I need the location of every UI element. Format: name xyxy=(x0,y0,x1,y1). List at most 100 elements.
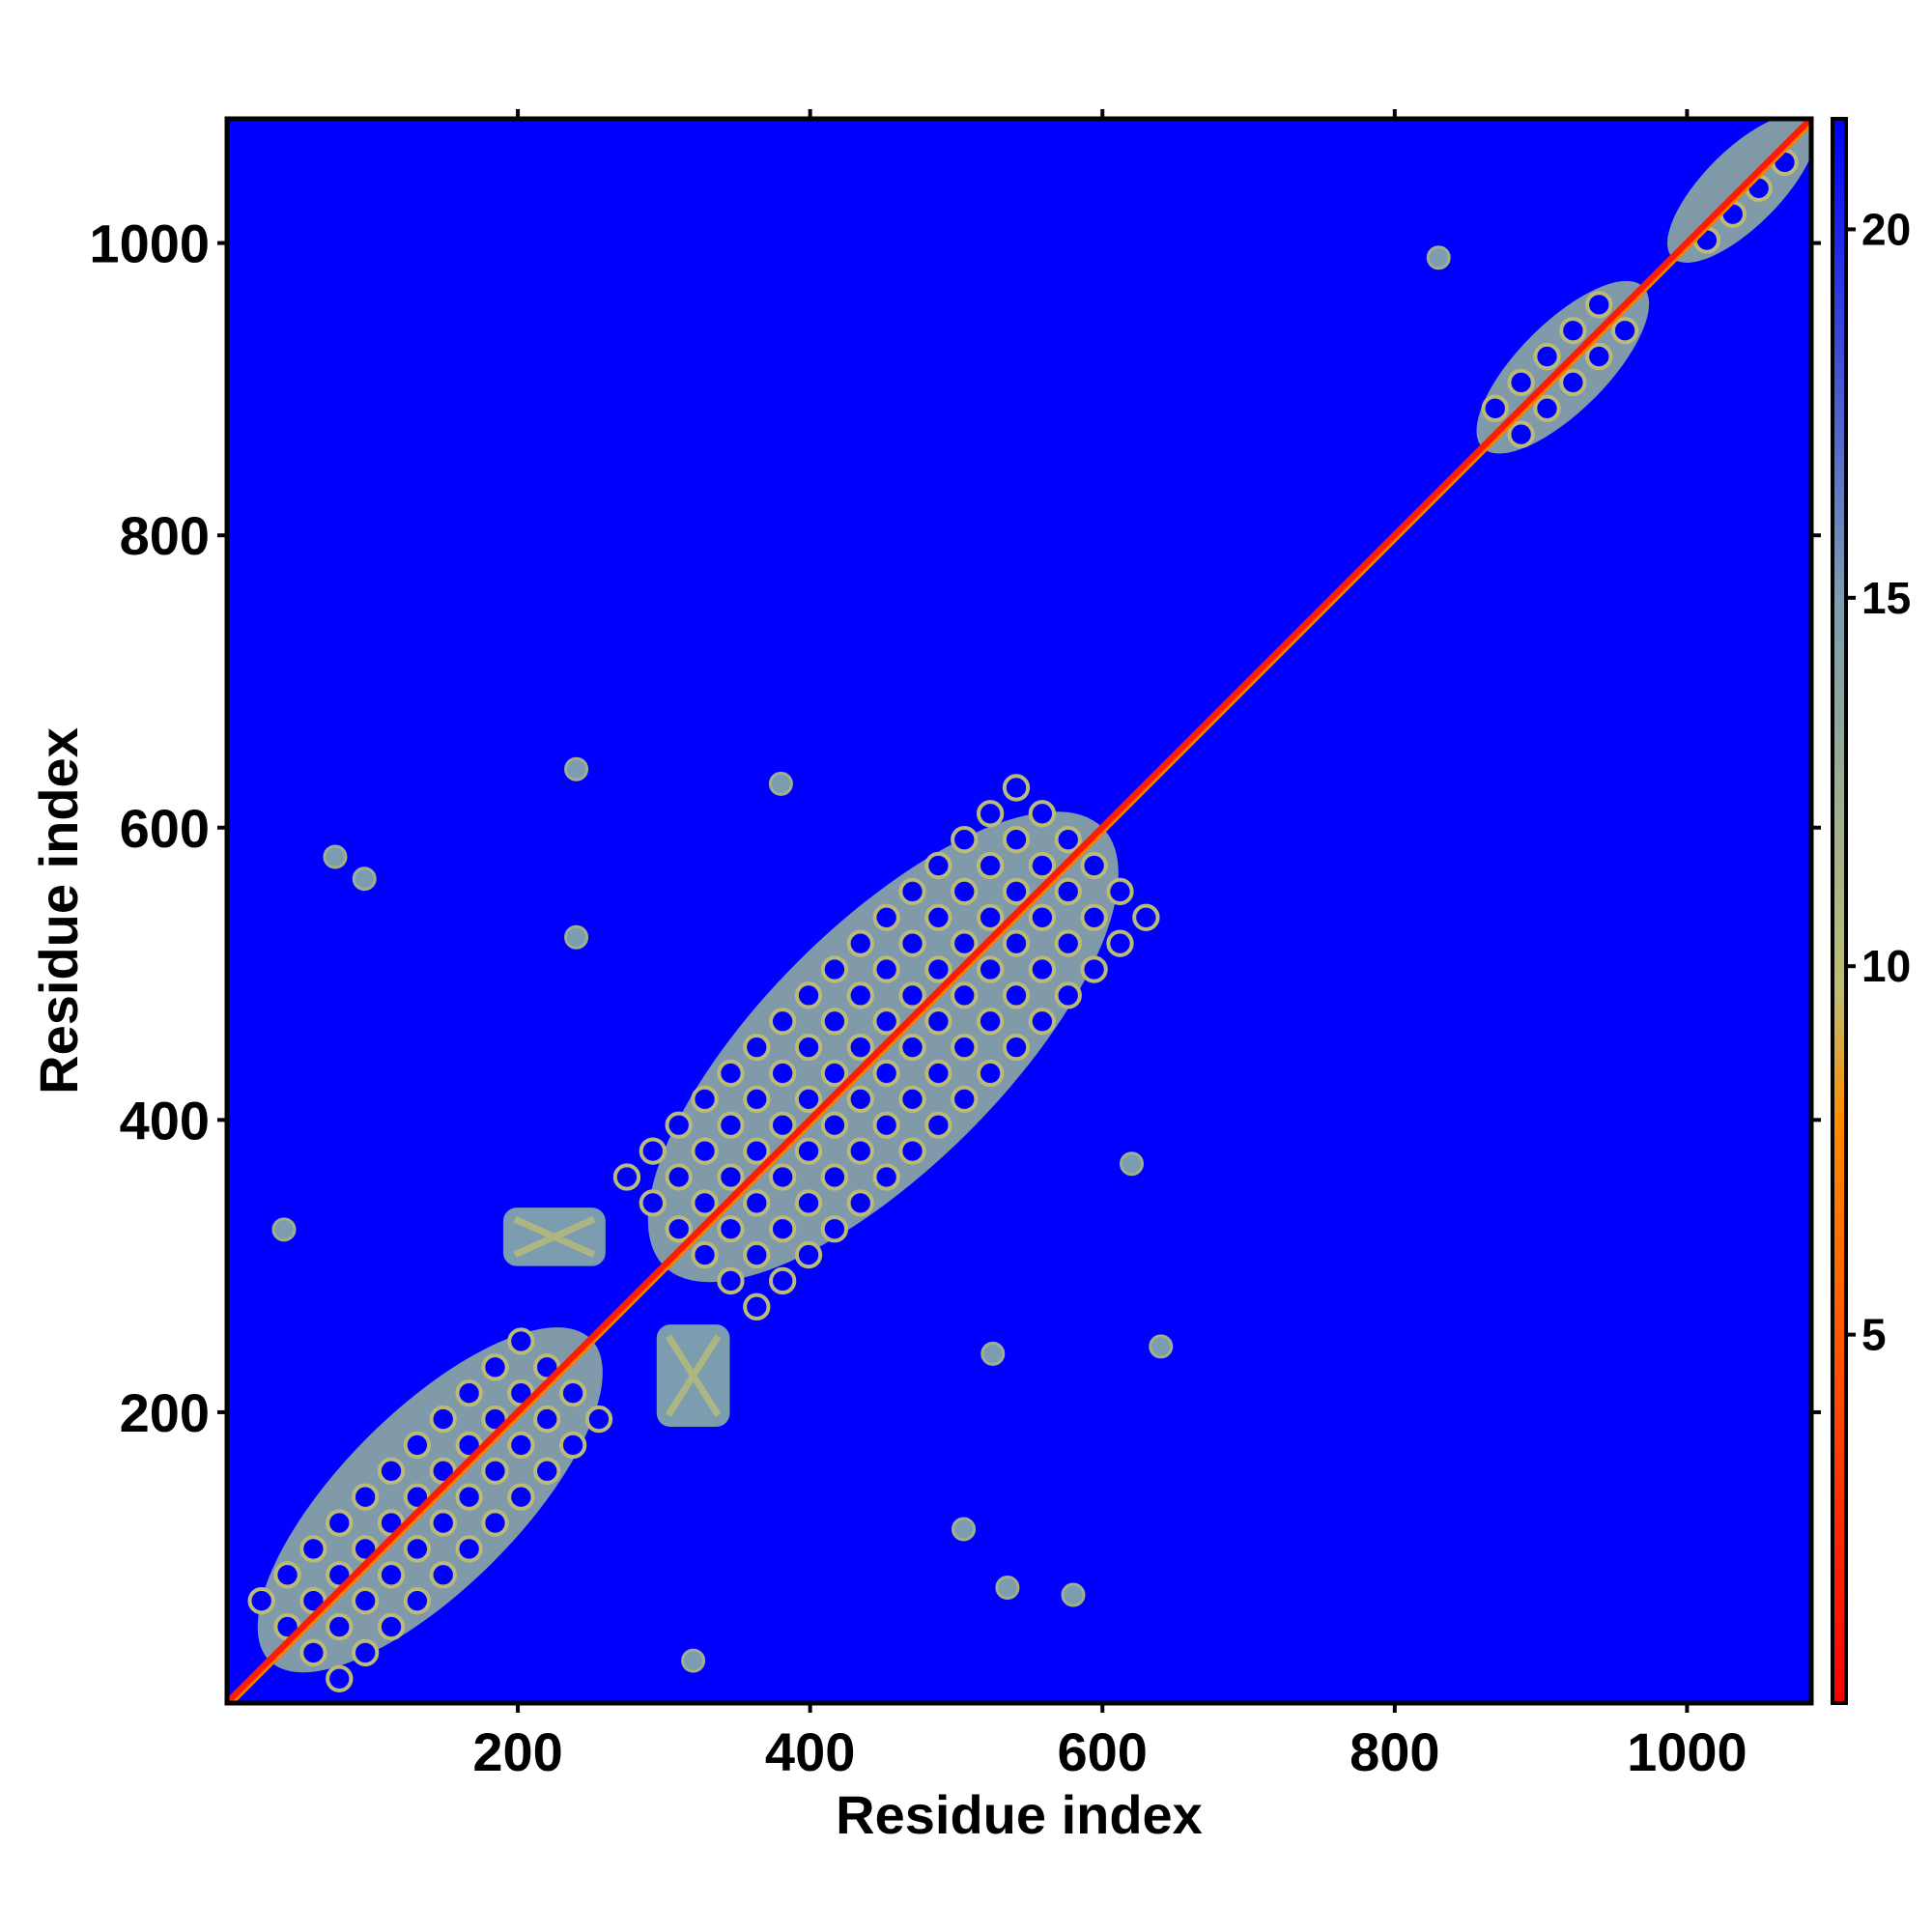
contact-cell xyxy=(1507,368,1535,397)
contact-cell xyxy=(691,1137,719,1165)
contact-cell xyxy=(1002,877,1031,906)
y-tick-label: 400 xyxy=(120,1090,210,1151)
contact-cell xyxy=(639,1189,667,1217)
y-axis: 200 400 600 800 1000 xyxy=(89,213,1821,1443)
contact-cell xyxy=(846,1033,874,1062)
contact-cell xyxy=(1080,903,1108,931)
contact-spot xyxy=(1149,1334,1174,1359)
contact-cell xyxy=(924,1008,952,1036)
contact-cell xyxy=(794,981,823,1009)
contact-cell xyxy=(976,851,1005,880)
contact-cell xyxy=(976,800,1005,828)
contact-block xyxy=(656,1324,730,1428)
plot-area xyxy=(227,119,1811,1703)
contact-cell xyxy=(584,1405,613,1434)
contact-cell xyxy=(507,1327,535,1355)
y-tick-label: 800 xyxy=(120,505,210,566)
colorbar-tick-label: 10 xyxy=(1861,941,1911,991)
contact-cell xyxy=(1481,394,1509,422)
contact-spot xyxy=(980,1341,1006,1366)
contact-cell xyxy=(924,1059,952,1088)
x-tick-label: 400 xyxy=(765,1721,855,1782)
contact-cell xyxy=(533,1457,561,1485)
colorbar-tick-label: 15 xyxy=(1861,573,1911,623)
contact-cell xyxy=(351,1638,380,1667)
contact-cell xyxy=(1054,929,1082,957)
contact-cell xyxy=(299,1535,327,1563)
contact-spot xyxy=(323,844,348,869)
contact-cell xyxy=(1585,342,1613,371)
contact-cell xyxy=(769,1111,797,1139)
contact-cell xyxy=(1054,826,1082,854)
contact-cell xyxy=(507,1431,535,1460)
contact-cell xyxy=(1002,826,1031,854)
contact-cell xyxy=(403,1587,432,1615)
contact-cell xyxy=(820,1008,849,1036)
contact-spot xyxy=(1426,245,1451,270)
contact-cell xyxy=(1002,981,1031,1009)
contact-cell xyxy=(455,1379,483,1407)
contact-cell xyxy=(846,981,874,1009)
contact-cell xyxy=(924,851,952,880)
contact-cell xyxy=(1002,1033,1031,1062)
contact-cell xyxy=(743,1293,771,1321)
contact-cell xyxy=(481,1457,509,1485)
contact-spot xyxy=(352,867,377,892)
contact-cell xyxy=(717,1266,745,1295)
contact-spot xyxy=(271,1217,297,1242)
contact-cell xyxy=(351,1483,380,1511)
contact-cell xyxy=(820,1059,849,1088)
contact-spot xyxy=(564,924,589,950)
x-tick-label: 600 xyxy=(1058,1721,1148,1782)
contact-cell xyxy=(326,1664,354,1692)
contact-cell xyxy=(820,1215,849,1243)
contact-cell xyxy=(769,1163,797,1191)
contact-cell xyxy=(1054,981,1082,1009)
contact-cell xyxy=(377,1457,406,1485)
contact-cell xyxy=(717,1215,745,1243)
contact-cell xyxy=(1028,903,1057,931)
contact-cell xyxy=(1585,291,1613,319)
contact-cell xyxy=(743,1085,771,1114)
x-tick-label: 1000 xyxy=(1627,1721,1747,1782)
contact-cell xyxy=(403,1535,432,1563)
contact-cross xyxy=(665,1334,722,1417)
colorbar: 5 10 15 20 xyxy=(1831,117,1911,1705)
diagonal-line xyxy=(227,119,1811,1703)
contact-cell xyxy=(924,903,952,931)
contact-cell xyxy=(820,1111,849,1139)
contact-cell xyxy=(872,1008,900,1036)
contact-cell xyxy=(247,1587,275,1615)
contact-cell xyxy=(769,1215,797,1243)
contact-cell xyxy=(1533,342,1561,371)
contact-cell xyxy=(794,1189,823,1217)
colorbar-tick-label: 20 xyxy=(1861,204,1911,254)
contact-cell xyxy=(846,1137,874,1165)
contact-spot xyxy=(681,1648,706,1673)
contact-cell xyxy=(1002,929,1031,957)
contact-cross xyxy=(513,1215,596,1258)
contact-cell xyxy=(481,1353,509,1381)
contact-cell xyxy=(691,1240,719,1269)
contact-cell xyxy=(1559,368,1587,397)
contact-cell xyxy=(351,1587,380,1615)
contact-cell xyxy=(1002,774,1031,802)
contact-cell xyxy=(794,1137,823,1165)
colorbar-scale xyxy=(1831,117,1848,1705)
contact-cell xyxy=(429,1509,457,1537)
contact-cell xyxy=(872,955,900,983)
contact-cell xyxy=(743,1240,771,1269)
contact-cell xyxy=(665,1215,693,1243)
colorbar-tick-label: 5 xyxy=(1861,1310,1887,1360)
contact-cell xyxy=(872,1163,900,1191)
contact-cell xyxy=(1028,851,1057,880)
contact-cell xyxy=(665,1163,693,1191)
contact-spot xyxy=(564,756,589,781)
contact-cell xyxy=(299,1638,327,1667)
contact-spot xyxy=(1119,1151,1144,1177)
contact-cell xyxy=(1132,903,1160,931)
x-tick-label: 800 xyxy=(1350,1721,1439,1782)
contact-cell xyxy=(794,1240,823,1269)
y-tick-label: 1000 xyxy=(89,213,210,274)
